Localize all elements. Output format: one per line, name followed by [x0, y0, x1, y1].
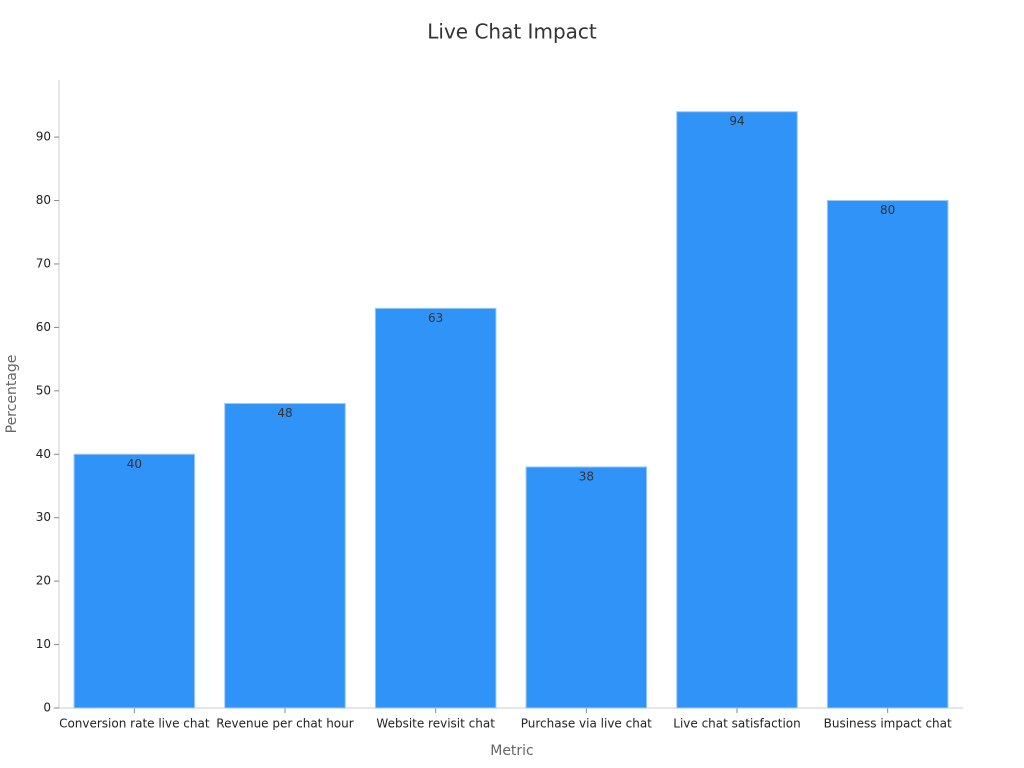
y-tick-label: 20: [36, 574, 51, 588]
x-tick-label: Conversion rate live chat: [59, 717, 210, 731]
bar: [73, 453, 196, 709]
x-tick-label: Live chat satisfaction: [673, 717, 800, 731]
data-label: 40: [127, 457, 142, 471]
y-tick-label: 50: [36, 383, 51, 397]
data-label: 48: [277, 406, 292, 420]
y-tick-label: 80: [36, 193, 51, 207]
y-tick-label: 40: [36, 447, 51, 461]
data-label: 94: [729, 114, 744, 128]
bar: [826, 200, 949, 709]
y-tick-label: 10: [36, 637, 51, 651]
chart-title: Live Chat Impact: [427, 20, 597, 44]
y-tick-label: 90: [36, 130, 51, 144]
x-tick-label: Purchase via live chat: [521, 717, 652, 731]
data-label: 63: [428, 311, 443, 325]
y-tick-label: 60: [36, 320, 51, 334]
y-tick-label: 70: [36, 256, 51, 270]
x-tick-label: Revenue per chat hour: [216, 717, 353, 731]
bar: [374, 307, 497, 709]
x-tick-label: Business impact chat: [824, 717, 952, 731]
bar: [676, 111, 798, 709]
x-axis-label: Metric: [490, 743, 534, 759]
bar: [525, 466, 648, 709]
y-tick-label: 0: [43, 701, 51, 715]
x-tick-label: Website revisit chat: [376, 717, 495, 731]
y-axis-label: Percentage: [4, 355, 20, 434]
data-label: 38: [579, 469, 594, 483]
y-tick-label: 30: [36, 510, 51, 524]
bar: [224, 403, 346, 709]
data-label: 80: [880, 203, 895, 217]
